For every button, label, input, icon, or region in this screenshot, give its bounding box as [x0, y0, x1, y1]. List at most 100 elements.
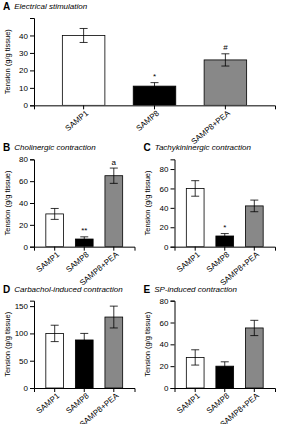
error-bar [151, 83, 159, 90]
y-tick-label: 60 [19, 177, 28, 186]
y-tick-mark [30, 181, 34, 182]
error-cap [151, 89, 159, 90]
y-tick-label: 40 [19, 199, 28, 208]
title: Electrical stimulation [14, 2, 87, 11]
panel-label: A [3, 1, 10, 12]
error-bar [221, 234, 229, 239]
error-cap [250, 200, 258, 201]
y-tick-label: 0 [164, 243, 169, 252]
marks [186, 320, 263, 388]
x-axis: SAMP1SAMP8SAMP8+PEA [35, 247, 136, 288]
y-tick-mark [30, 333, 34, 334]
y-tick: 100 [15, 329, 34, 338]
y-tick: 50 [19, 357, 34, 366]
y-tick-label: 80 [19, 155, 28, 164]
y-tick-mark [30, 159, 34, 160]
panel: AElectrical stimulation*#010203040SAMP1S… [3, 1, 276, 146]
y-tick: 10 [19, 84, 34, 93]
x-axis: SAMP1SAMP8SAMP8+PEA [175, 388, 276, 424]
y-tick-label: 80 [160, 297, 169, 306]
x-tick: SAMP1 [175, 247, 202, 275]
panel: CTachykininergic contraction*020406080SA… [143, 142, 275, 287]
y-tick-label: 0 [24, 384, 29, 393]
marks [46, 306, 123, 388]
y-tick-label: 60 [160, 319, 169, 328]
y-tick-label: 0 [24, 243, 29, 252]
error-cap [80, 241, 88, 242]
error-bar [80, 333, 88, 346]
error-bar [110, 168, 118, 183]
panel: ESP-induced contraction020406080SAMP1SAM… [143, 284, 275, 424]
error-cap [151, 82, 159, 83]
error-line [54, 325, 55, 341]
y-tick-label: 20 [160, 362, 169, 371]
error-cap [80, 333, 88, 334]
y-tick: 60 [160, 185, 175, 194]
y-tick-label: 80 [160, 165, 169, 174]
x-tick-label: SAMP8+PEA [189, 108, 232, 146]
error-line [54, 208, 55, 219]
error-cap [110, 327, 118, 328]
annotations: * [223, 223, 226, 232]
error-cap [221, 53, 229, 54]
x-tick: SAMP8 [64, 247, 91, 275]
x-tick-label: SAMP8+PEA [218, 250, 261, 288]
y-tick-mark [171, 208, 175, 209]
x-tick: SAMP8+PEA [189, 105, 232, 146]
y-tick-mark [30, 70, 34, 71]
y-tick-label: 0 [164, 384, 169, 393]
x-axis: SAMP1SAMP8SAMP8+PEA [35, 105, 276, 146]
x-axis: SAMP1SAMP8SAMP8+PEA [35, 388, 136, 424]
x-tick-label: SAMP1 [35, 250, 62, 275]
y-tick-mark [171, 169, 175, 170]
title: Tachykininergic contraction [155, 143, 252, 152]
y-tick-label: 100 [15, 329, 29, 338]
y-tick: 20 [160, 362, 175, 371]
y-tick: 0 [24, 243, 34, 252]
marks [62, 28, 246, 105]
y-tick: 80 [160, 165, 175, 174]
error-line [113, 168, 114, 183]
y-axis: 010203040 [19, 19, 34, 111]
y-tick: 20 [19, 66, 34, 75]
error-bar [221, 54, 229, 66]
plot: 020406080SAMP1SAMP8SAMP8+PEA [160, 297, 276, 424]
error-bar [221, 362, 229, 371]
error-line [84, 237, 85, 241]
y-tick-mark [30, 105, 34, 106]
error-line [225, 54, 226, 66]
y-axis: 020406080 [19, 155, 34, 251]
x-tick-label: SAMP8 [205, 391, 232, 416]
x-tick-label: SAMP8+PEA [78, 391, 121, 424]
error-bar [191, 181, 199, 197]
y-axis-title: Tension (g/g tissue) [3, 170, 12, 236]
y-tick: 0 [164, 243, 174, 252]
y-tick: 40 [160, 204, 175, 213]
x-tick-label: SAMP8 [134, 108, 161, 133]
error-cap [250, 335, 258, 336]
error-bar [191, 350, 199, 365]
y-tick: 60 [160, 319, 175, 328]
annotation: * [223, 223, 226, 232]
title: Carbachol-induced contraction [14, 285, 123, 294]
x-tick: SAMP1 [175, 388, 202, 416]
y-tick-label: 10 [19, 84, 28, 93]
y-axis-line [30, 19, 35, 106]
y-tick-mark [30, 361, 34, 362]
panel-label: C [144, 142, 151, 153]
x-tick: SAMP8 [205, 388, 232, 416]
error-line [254, 320, 255, 335]
annotation: a [112, 158, 117, 167]
annotation: * [153, 72, 156, 81]
y-tick-label: 0 [24, 101, 29, 110]
bar [245, 206, 263, 247]
error-cap [191, 349, 199, 350]
error-line [195, 181, 196, 197]
x-tick-label: SAMP1 [35, 391, 62, 416]
y-tick-mark [30, 247, 34, 248]
error-line [224, 234, 225, 239]
x-tick: SAMP8 [134, 105, 161, 133]
y-axis: 020406080 [160, 160, 175, 252]
y-axis-line [30, 301, 35, 388]
y-axis-title: Tension (g/g tissue) [3, 29, 12, 95]
